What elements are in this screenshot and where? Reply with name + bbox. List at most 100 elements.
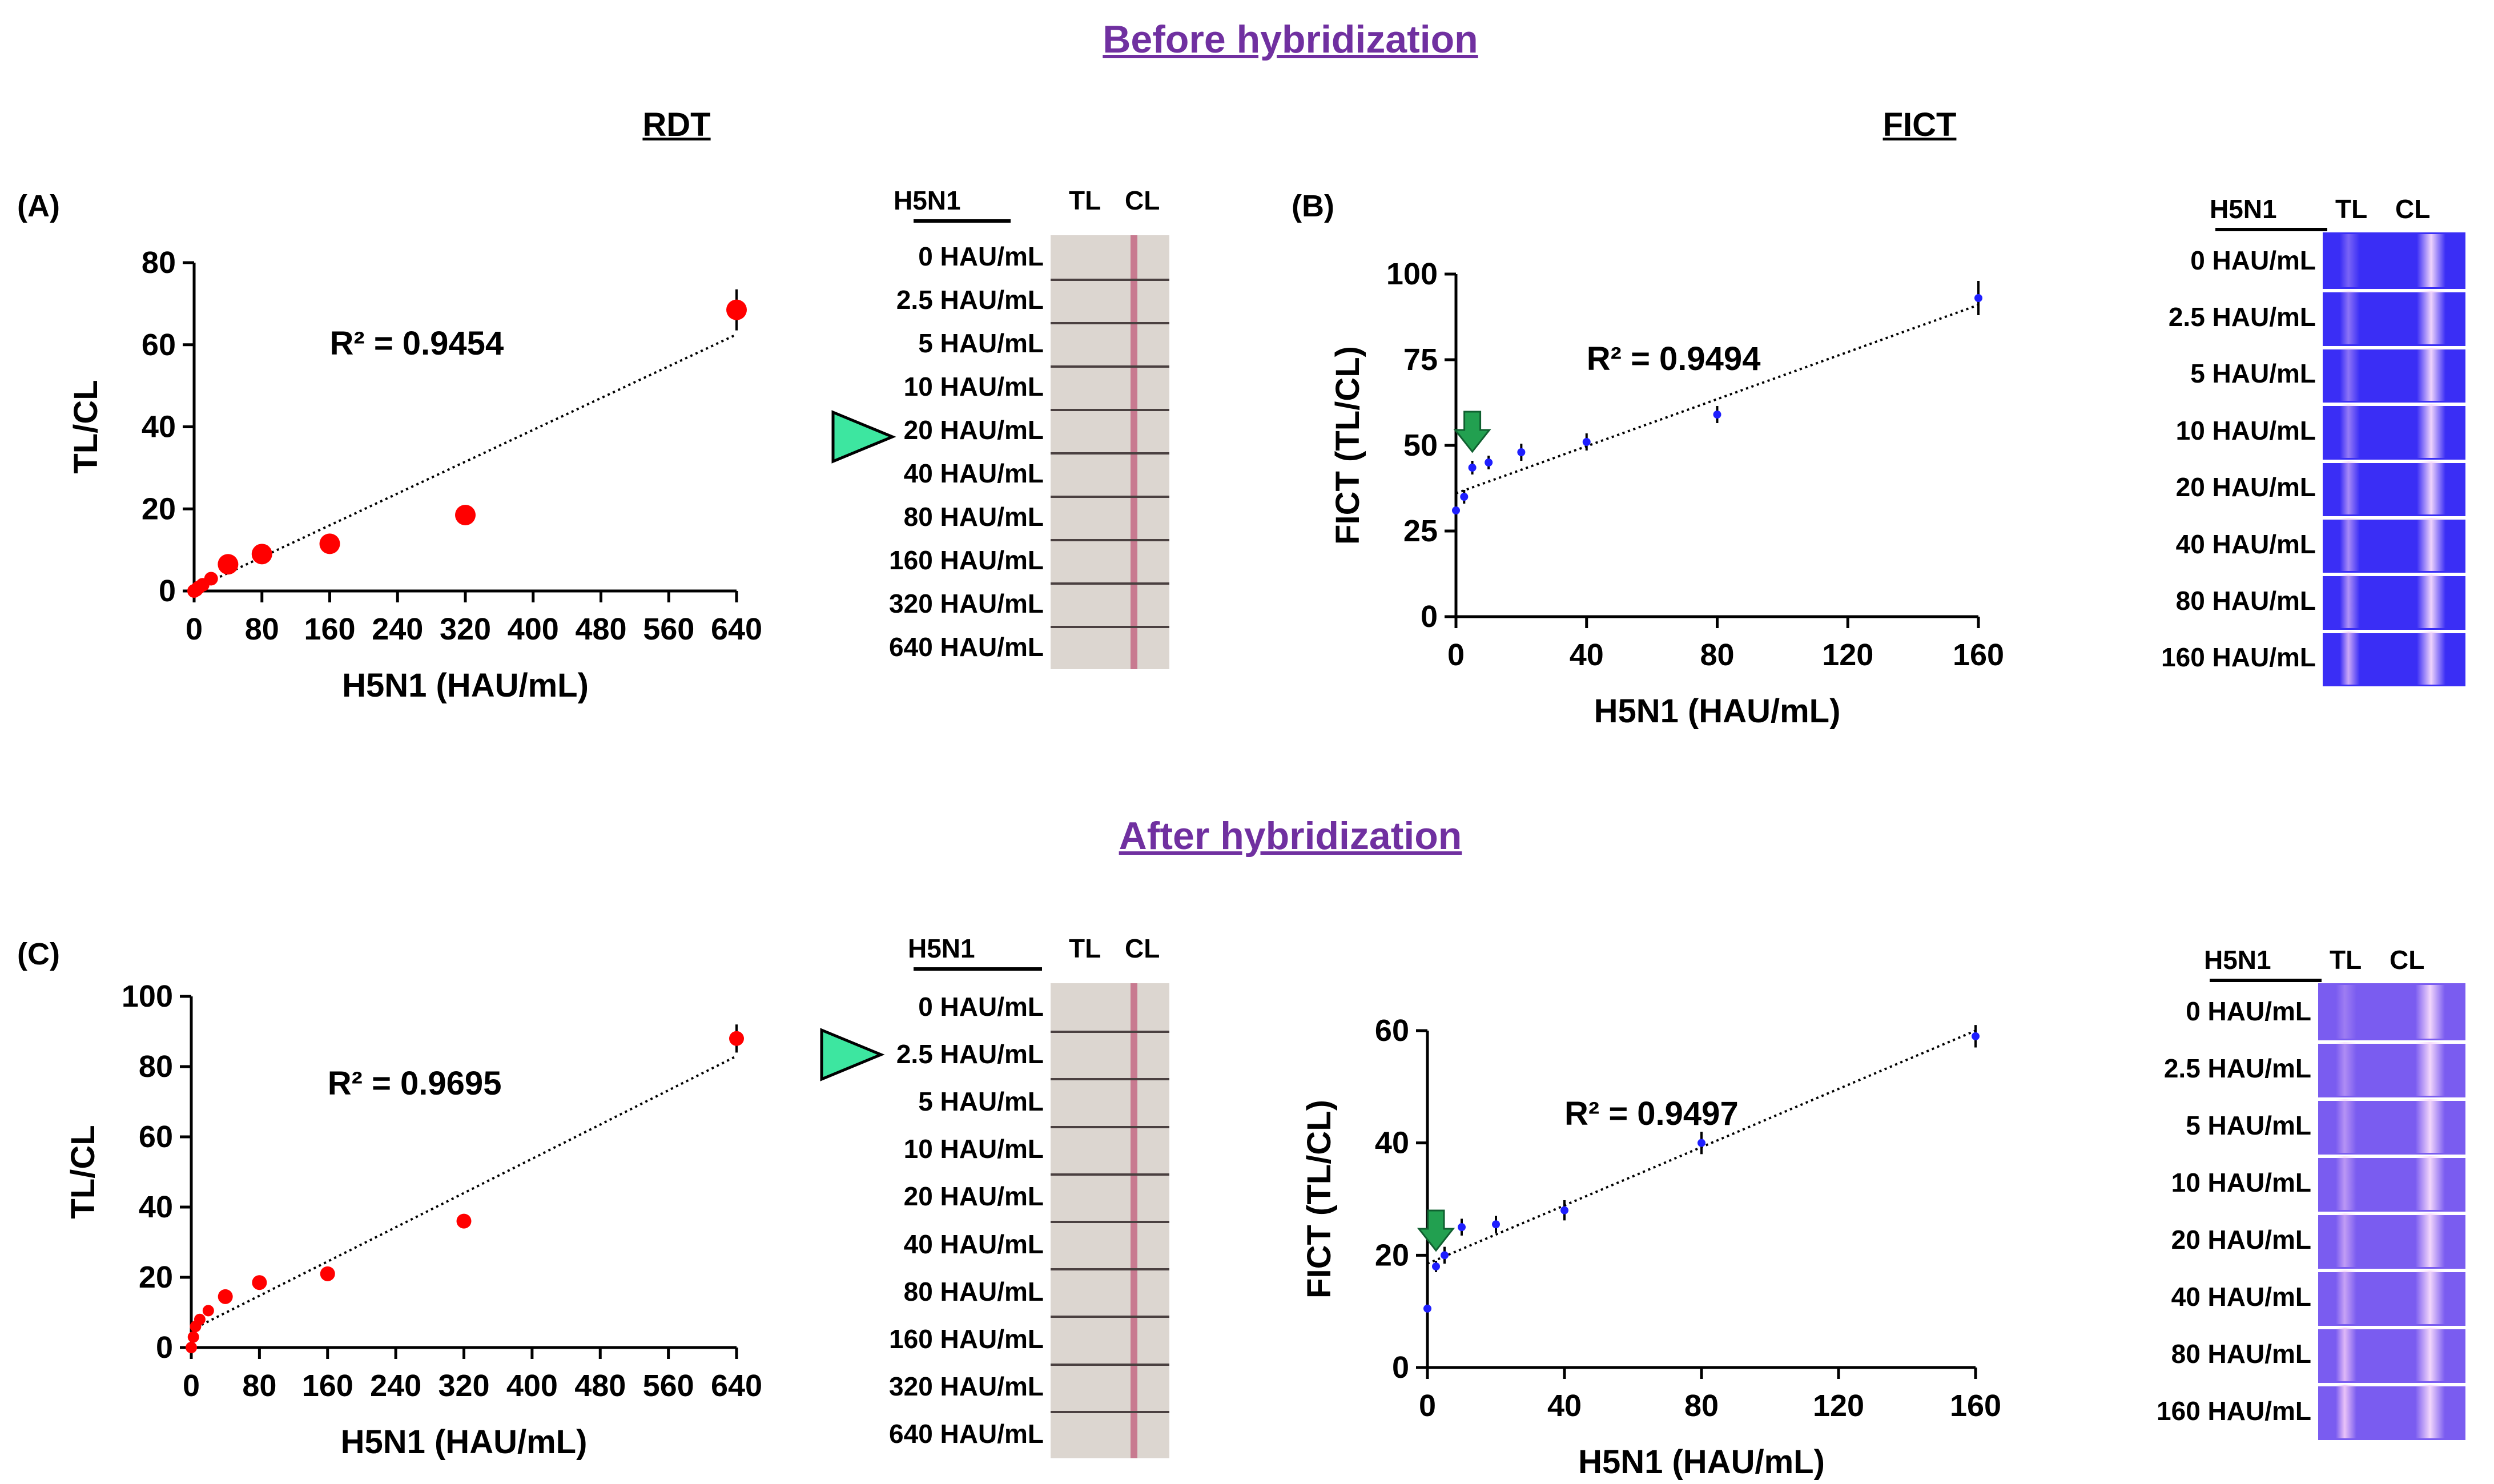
data-point [1560, 1206, 1568, 1214]
detection-limit-triangle-before [831, 410, 896, 464]
x-tick-label: 160 [1953, 638, 2004, 672]
trend-line [1455, 304, 1979, 494]
fict-strip-segment [2318, 1328, 2465, 1381]
data-point [1460, 493, 1469, 501]
strip-divider [1051, 1173, 1169, 1176]
panel-label-a: (A) [17, 189, 60, 223]
concentration-label: 2.5 HAU/mL [896, 285, 1044, 315]
data-point [218, 554, 239, 575]
strip-header-line [2215, 228, 2327, 231]
data-point [218, 1289, 233, 1304]
data-point [1517, 448, 1526, 456]
data-point [187, 1331, 199, 1343]
concentration-label: 10 HAU/mL [903, 1134, 1044, 1164]
data-point [1485, 459, 1493, 466]
y-tick-label: 20 [142, 492, 176, 526]
concentration-label: 320 HAU/mL [889, 1372, 1044, 1402]
strip-header-line [914, 219, 1011, 223]
chart-b: 0 25 50 75 100 0 40 80 120 160 H5N1 (HAU/mL) FICT (… [1329, 257, 2004, 730]
strip-divider [1051, 322, 1169, 324]
concentration-label: 40 HAU/mL [903, 459, 1044, 488]
fict-strip-segment [2323, 404, 2465, 458]
strip-header-h5n1: H5N1 [2210, 194, 2277, 224]
strip-header-tl: TL [2335, 194, 2368, 224]
data-point [204, 572, 218, 586]
concentration-label: 40 HAU/mL [903, 1229, 1044, 1259]
panel-label-c: (C) [17, 937, 60, 971]
trend-line [191, 1055, 737, 1332]
concentration-label: 160 HAU/mL [2157, 1396, 2311, 1426]
strip-divider [1051, 1363, 1169, 1366]
y-tick-label: 25 [1403, 514, 1438, 548]
data-point [1492, 1220, 1500, 1229]
strip-header-tl: TL [1069, 934, 1101, 963]
x-tick-label: 560 [643, 1369, 694, 1403]
y-tick-label: 60 [139, 1120, 173, 1154]
x-tick-label: 240 [370, 1369, 421, 1403]
strip-divider [1051, 496, 1169, 498]
concentration-label: 10 HAU/mL [903, 372, 1044, 401]
strip-divider [1051, 1221, 1169, 1223]
y-axis-label: FICT (TL/CL) [1329, 346, 1366, 545]
fict-strip-segment [2323, 574, 2465, 628]
strip-header-h5n1: H5N1 [894, 186, 961, 215]
x-tick-label: 0 [186, 612, 203, 646]
limit-of-detection-arrow [1417, 1209, 1455, 1252]
x-tick-label: 160 [302, 1369, 353, 1403]
x-tick-label: 80 [1684, 1389, 1719, 1423]
rdt-strip-image-before [1051, 235, 1169, 669]
data-point [1582, 438, 1591, 446]
data-point [1432, 1262, 1440, 1270]
fict-strip-segment [2318, 1270, 2465, 1324]
y-tick-label: 75 [1403, 343, 1438, 377]
concentration-label: 160 HAU/mL [2161, 642, 2316, 673]
concentration-label: 10 HAU/mL [2175, 415, 2316, 445]
concentration-label: 160 HAU/mL [889, 1324, 1044, 1354]
x-tick-label: 40 [1570, 638, 1604, 672]
strip-divider [1051, 1316, 1169, 1318]
data-point [1468, 464, 1477, 472]
fict-strip-segment [2318, 985, 2465, 1039]
x-tick-label: 0 [1419, 1389, 1436, 1423]
r-squared-label: R² = 0.9695 [328, 1065, 502, 1102]
concentration-label: 40 HAU/mL [2175, 529, 2316, 559]
y-tick-label: 0 [1392, 1350, 1409, 1385]
strip-divider [1051, 452, 1169, 455]
x-tick-label: 480 [575, 612, 626, 646]
concentration-label: 5 HAU/mL [918, 1087, 1044, 1116]
y-tick-label: 40 [139, 1190, 173, 1224]
fict-strip-segment [2323, 517, 2465, 572]
fict-strip-segment [2323, 347, 2465, 401]
strip-divider [1051, 539, 1169, 541]
x-tick-label: 640 [711, 1369, 762, 1403]
r-squared-label: R² = 0.9454 [330, 325, 504, 362]
x-tick-label: 0 [1447, 638, 1465, 672]
strip-divider [1051, 1078, 1169, 1081]
y-tick-label: 20 [139, 1260, 173, 1294]
data-point [252, 1275, 267, 1290]
data-point [186, 1342, 197, 1353]
concentration-label: 20 HAU/mL [2171, 1225, 2311, 1254]
y-tick-label: 50 [1403, 428, 1438, 463]
x-tick-label: 120 [1813, 1389, 1864, 1423]
x-tick-label: 160 [304, 612, 355, 646]
limit-of-detection-arrow [1453, 411, 1491, 453]
data-point [1974, 294, 1982, 302]
data-point [1697, 1139, 1705, 1147]
fict-strip-segment [2318, 1042, 2465, 1096]
fict-strip-image-before [2323, 232, 2465, 686]
fict-strip-segment [2318, 1213, 2465, 1267]
x-tick-label: 560 [643, 612, 694, 646]
concentration-label: 80 HAU/mL [2171, 1339, 2311, 1369]
fict-strip-segment [2318, 1099, 2465, 1153]
fict-strip-panel-after: H5N1 TL CL 0 HAU/mL 2.5 HAU/mL 5 HAU/mL 10 … [2130, 942, 2478, 1445]
y-tick-label: 60 [1375, 1014, 1409, 1048]
data-point [251, 544, 272, 565]
chart-c: 0 20 40 60 80 100 0 80 160 240 320 400 480 560 640 H5N1… [65, 979, 762, 1461]
r-squared-label: R² = 0.9497 [1564, 1095, 1739, 1132]
concentration-label: 0 HAU/mL [2186, 996, 2311, 1026]
y-tick-label: 0 [159, 574, 176, 608]
x-tick-label: 80 [242, 1369, 276, 1403]
data-point [202, 1305, 214, 1317]
